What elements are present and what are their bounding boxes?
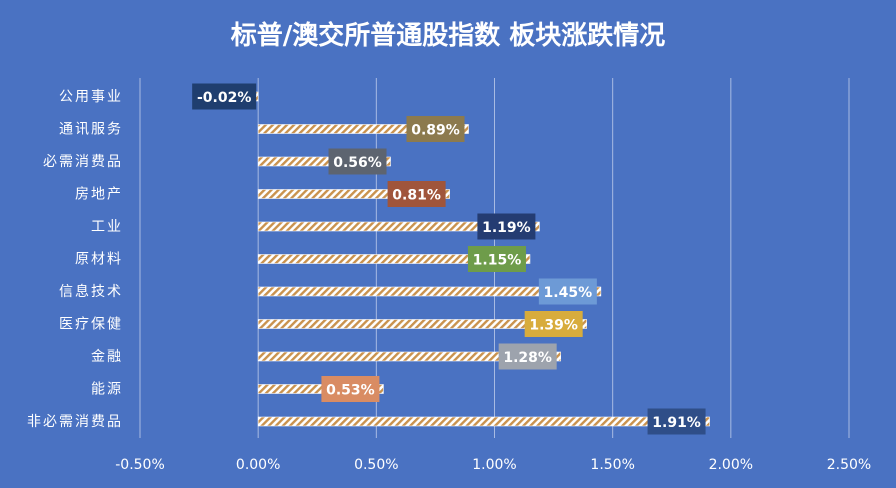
data-label-box bbox=[387, 181, 446, 207]
bars bbox=[253, 91, 710, 427]
chart-title: 标普/澳交所普通股指数 板块涨跌情况 bbox=[231, 20, 666, 51]
data-label: 1.19% bbox=[482, 220, 531, 236]
data-label: 0.81% bbox=[392, 188, 441, 204]
data-labels: -0.02% 0.89% 0.56% 0.81% 1.19% 1.15% 1.45% 1.39… bbox=[192, 83, 706, 435]
bar bbox=[257, 351, 561, 362]
data-label: 0.56% bbox=[333, 155, 382, 171]
data-label: 1.45% bbox=[544, 285, 593, 301]
data-label-box bbox=[498, 343, 557, 370]
value-axis: -0.50% 0.00% 0.50% 1.00% 1.50% 2.00% 2.50% bbox=[115, 457, 871, 473]
category-label: 公用事业 bbox=[59, 89, 123, 105]
category-label: 金融 bbox=[91, 349, 123, 365]
x-tick-label: 1.00% bbox=[472, 457, 516, 473]
bar bbox=[257, 319, 587, 329]
category-label: 医疗保健 bbox=[59, 317, 123, 333]
x-tick-label: 2.00% bbox=[709, 457, 753, 473]
data-label-box bbox=[406, 116, 465, 142]
bar bbox=[257, 384, 384, 394]
data-label: 0.53% bbox=[326, 383, 375, 399]
data-label: 1.15% bbox=[473, 253, 522, 269]
category-label: 工业 bbox=[91, 219, 123, 235]
bar bbox=[257, 221, 540, 232]
data-label-box bbox=[524, 311, 583, 337]
x-tick-label: 0.50% bbox=[354, 457, 398, 473]
category-label: 能源 bbox=[91, 382, 123, 398]
data-label: -0.02% bbox=[197, 90, 251, 106]
category-label: 必需消费品 bbox=[43, 154, 123, 170]
data-label-box bbox=[328, 148, 387, 175]
data-label: 1.28% bbox=[503, 350, 552, 366]
data-label-box bbox=[647, 408, 706, 435]
data-label-box bbox=[192, 83, 257, 110]
category-label: 房地产 bbox=[75, 187, 123, 203]
x-tick-label: -0.50% bbox=[115, 457, 165, 473]
data-label-box bbox=[321, 376, 380, 402]
data-label-box bbox=[538, 278, 597, 305]
category-label: 非必需消费品 bbox=[27, 414, 123, 430]
category-label: 原材料 bbox=[75, 252, 123, 268]
bar bbox=[257, 156, 391, 167]
x-tick-label: 0.00% bbox=[236, 457, 280, 473]
bar bbox=[257, 189, 450, 199]
data-label: 0.89% bbox=[411, 123, 460, 139]
data-label: 1.91% bbox=[652, 415, 701, 431]
data-label: 1.39% bbox=[529, 318, 578, 334]
bar bbox=[257, 286, 602, 297]
x-tick-label: 2.50% bbox=[827, 457, 871, 473]
bar bbox=[257, 254, 531, 264]
bar bbox=[257, 124, 469, 134]
x-tick-label: 1.50% bbox=[590, 457, 634, 473]
bar bbox=[257, 416, 710, 427]
category-label: 通讯服务 bbox=[59, 122, 123, 138]
category-label: 信息技术 bbox=[59, 283, 123, 300]
data-label-box bbox=[477, 213, 536, 240]
data-label-box bbox=[467, 246, 526, 272]
